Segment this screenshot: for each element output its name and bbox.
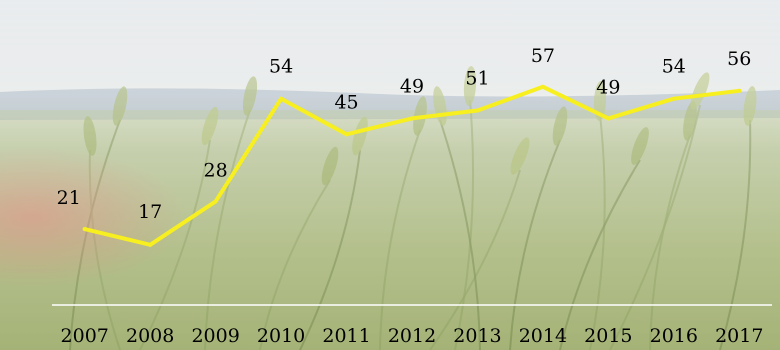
data-label: 17 <box>138 201 162 223</box>
data-label: 56 <box>727 48 751 70</box>
x-tick-label: 2016 <box>650 325 698 347</box>
data-label: 54 <box>662 56 686 78</box>
series-line-group <box>82 84 742 247</box>
data-point <box>737 88 742 93</box>
x-tick-label: 2014 <box>519 325 567 347</box>
data-point <box>475 108 480 113</box>
x-tick-label: 2015 <box>584 325 632 347</box>
data-label: 57 <box>531 45 555 67</box>
data-labels: 21 17 28 54 45 49 51 57 49 54 56 <box>57 45 752 223</box>
x-axis-tick-labels: 2007 2008 2009 2010 2011 2012 2013 2014 2015 2016… <box>61 325 764 347</box>
data-label: 28 <box>204 159 228 181</box>
data-label: 45 <box>334 91 358 113</box>
data-label: 51 <box>465 68 489 90</box>
data-label: 49 <box>400 75 424 97</box>
data-point <box>410 116 414 121</box>
x-tick-label: 2009 <box>191 325 239 347</box>
data-point <box>606 116 611 121</box>
x-tick-label: 2012 <box>388 325 436 347</box>
data-point <box>148 242 153 247</box>
data-point <box>213 199 218 204</box>
data-point <box>279 96 284 101</box>
x-tick-label: 2013 <box>453 325 501 347</box>
data-point <box>671 96 676 101</box>
x-tick-label: 2007 <box>61 325 109 347</box>
x-tick-label: 2008 <box>126 325 174 347</box>
data-label: 21 <box>57 187 81 209</box>
x-tick-label: 2010 <box>257 325 305 347</box>
data-label: 54 <box>269 56 293 78</box>
data-point <box>540 84 545 89</box>
data-point <box>82 227 87 232</box>
data-label: 49 <box>596 76 620 98</box>
x-tick-label: 2011 <box>322 325 370 347</box>
x-tick-label: 2017 <box>715 325 763 347</box>
data-point <box>344 132 349 137</box>
